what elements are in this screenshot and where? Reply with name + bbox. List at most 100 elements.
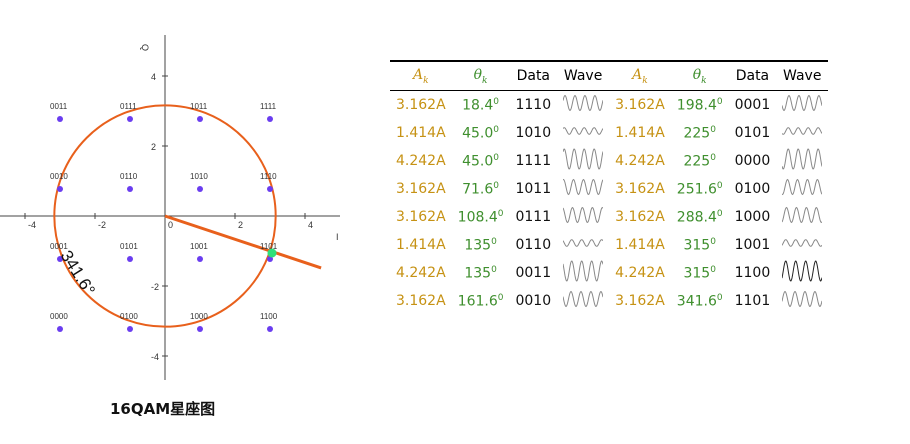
wave-cell bbox=[776, 119, 828, 147]
amp-cell: 4.242A bbox=[396, 265, 446, 281]
wave-icon bbox=[781, 148, 823, 170]
wave-icon bbox=[781, 290, 823, 308]
header-theta-1: θk bbox=[451, 60, 510, 91]
x-tick-label: 4 bbox=[308, 220, 313, 230]
theta-cell: 3150 bbox=[683, 236, 716, 254]
wave-cell bbox=[776, 287, 828, 315]
theta-cell: 108.40 bbox=[457, 208, 504, 226]
constellation-point-label: 1010 bbox=[190, 172, 208, 181]
amp-cell: 1.414A bbox=[615, 125, 665, 141]
theta-cell: 251.60 bbox=[676, 180, 723, 198]
header-amp-1: Ak bbox=[390, 60, 452, 91]
table-row: 3.162A 108.40 0111 3.162A 288.40 1000 bbox=[390, 203, 828, 231]
table-row: 4.242A 45.00 1111 4.242A 2250 0000 bbox=[390, 147, 828, 175]
wave-cell bbox=[557, 203, 609, 231]
amp-cell: 3.162A bbox=[615, 209, 665, 225]
wave-icon bbox=[562, 290, 604, 308]
theta-cell: 1350 bbox=[464, 236, 497, 254]
constellation-point bbox=[127, 186, 133, 192]
theta-cell: 45.00 bbox=[462, 124, 500, 142]
data-cell: 0101 bbox=[734, 125, 771, 141]
amp-cell: 4.242A bbox=[615, 265, 665, 281]
x-tick-label: 0 bbox=[168, 220, 173, 230]
qam-table: Ak θk Data Wave Ak θk Data Wave 3.162A 18… bbox=[390, 60, 829, 315]
theta-cell: 71.60 bbox=[462, 180, 500, 198]
amp-cell: 1.414A bbox=[396, 237, 446, 253]
wave-cell bbox=[557, 259, 609, 287]
amp-cell: 3.162A bbox=[615, 293, 665, 309]
amp-cell: 1.414A bbox=[615, 237, 665, 253]
theta-cell: 2250 bbox=[683, 124, 716, 142]
amp-cell: 3.162A bbox=[396, 97, 446, 113]
x-axis-name: I bbox=[336, 232, 339, 242]
theta-cell: 1350 bbox=[464, 264, 497, 282]
amp-cell: 3.162A bbox=[396, 181, 446, 197]
data-cell: 0001 bbox=[734, 97, 771, 113]
constellation-point bbox=[57, 256, 63, 262]
header-wave-2: Wave bbox=[776, 60, 829, 91]
wave-cell bbox=[776, 147, 828, 175]
constellation-point bbox=[267, 326, 273, 332]
data-cell: 0011 bbox=[515, 265, 552, 281]
wave-cell bbox=[776, 203, 828, 231]
y-tick-label: -2 bbox=[151, 282, 159, 292]
constellation-point-label: 1000 bbox=[190, 312, 208, 321]
theta-cell: 45.00 bbox=[462, 152, 500, 170]
constellation-point-label: 0010 bbox=[50, 172, 68, 181]
wave-cell bbox=[776, 175, 828, 203]
theta-cell: 2250 bbox=[683, 152, 716, 170]
constellation-point-label: 0000 bbox=[50, 312, 68, 321]
angle-label: 341.6° bbox=[57, 247, 99, 299]
wave-icon bbox=[781, 239, 823, 247]
amp-cell: 3.162A bbox=[615, 97, 665, 113]
header-amp-2: Ak bbox=[609, 60, 671, 91]
wave-icon bbox=[562, 239, 604, 247]
table-row: 1.414A 45.00 1010 1.414A 2250 0101 bbox=[390, 119, 828, 147]
data-cell: 1100 bbox=[734, 265, 771, 281]
wave-cell bbox=[776, 91, 828, 120]
phase-ray bbox=[164, 214, 322, 270]
constellation-point bbox=[57, 186, 63, 192]
x-tick-label: -4 bbox=[28, 220, 36, 230]
theta-cell: 341.60 bbox=[676, 292, 723, 310]
data-cell: 0010 bbox=[515, 293, 552, 309]
data-cell: 1010 bbox=[515, 125, 552, 141]
constellation-point-label: 1110 bbox=[260, 172, 277, 181]
theta-cell: 18.40 bbox=[462, 96, 500, 114]
constellation-point-label: 0011 bbox=[50, 102, 68, 111]
wave-cell bbox=[557, 91, 609, 120]
data-cell: 1110 bbox=[515, 97, 552, 113]
data-cell: 0110 bbox=[515, 237, 552, 253]
wave-cell bbox=[776, 231, 828, 259]
data-cell: 0000 bbox=[734, 153, 771, 169]
amp-cell: 1.414A bbox=[396, 125, 446, 141]
constellation-point bbox=[57, 116, 63, 122]
constellation-point bbox=[127, 256, 133, 262]
constellation-point bbox=[57, 326, 63, 332]
amp-cell: 4.242A bbox=[396, 153, 446, 169]
constellation-point-label: 0001 bbox=[50, 242, 68, 251]
table-header-row: Ak θk Data Wave Ak θk Data Wave bbox=[390, 60, 829, 91]
constellation-point-label: 1011 bbox=[190, 102, 208, 111]
amp-cell: 3.162A bbox=[396, 209, 446, 225]
wave-cell bbox=[557, 119, 609, 147]
constellation-point bbox=[127, 116, 133, 122]
x-tick-label: 2 bbox=[238, 220, 243, 230]
constellation-point bbox=[197, 186, 203, 192]
data-cell: 0100 bbox=[734, 181, 771, 197]
theta-cell: 161.60 bbox=[457, 292, 504, 310]
wave-icon bbox=[562, 94, 604, 112]
wave-icon bbox=[781, 178, 823, 196]
amp-cell: 4.242A bbox=[615, 153, 665, 169]
table-row: 3.162A 161.60 0010 3.162A 341.60 1101 bbox=[390, 287, 828, 315]
amp-cell: 3.162A bbox=[396, 293, 446, 309]
amplitude-circle bbox=[53, 104, 277, 328]
constellation-point bbox=[267, 256, 273, 262]
wave-icon bbox=[562, 260, 604, 282]
data-cell: 1111 bbox=[515, 153, 552, 169]
wave-icon bbox=[781, 127, 823, 135]
table-row: 3.162A 71.60 1011 3.162A 251.60 0100 bbox=[390, 175, 828, 203]
data-cell: 1011 bbox=[515, 181, 552, 197]
constellation-point-label: 0111 bbox=[120, 102, 137, 111]
table-row: 3.162A 18.40 1110 3.162A 198.40 0001 bbox=[390, 91, 828, 120]
